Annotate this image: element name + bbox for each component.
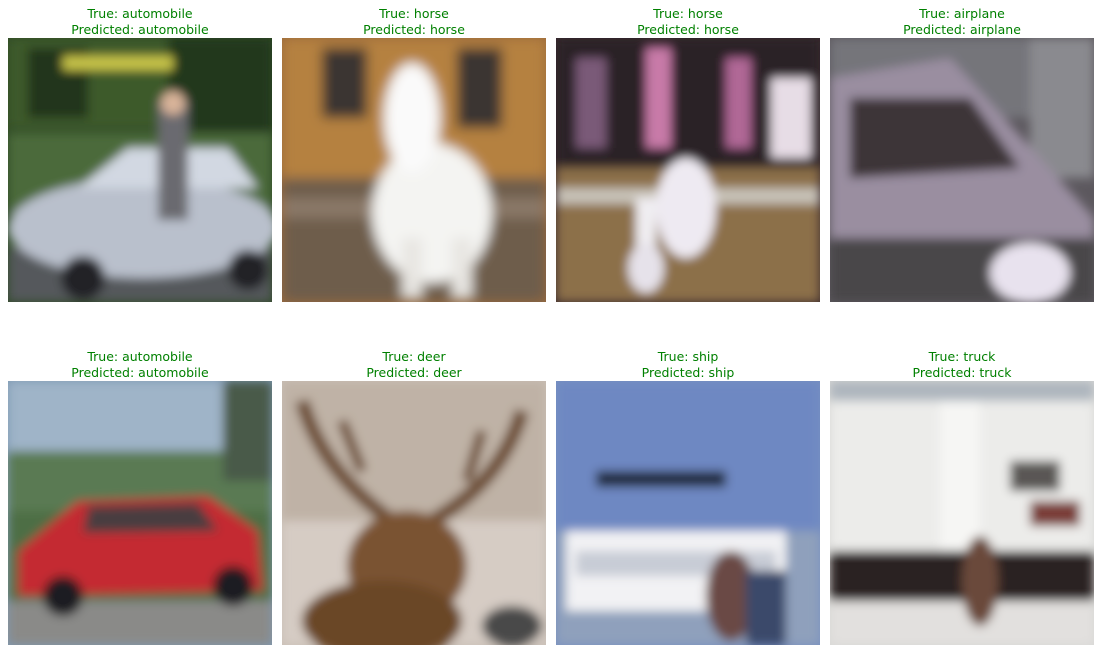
predicted-label: Predicted: horse: [637, 21, 739, 37]
predicted-label: Predicted: deer: [366, 364, 462, 380]
panel-caption: True: automobile Predicted: automobile: [8, 6, 272, 37]
panel-caption: True: horse Predicted: horse: [556, 6, 820, 37]
true-label: True: automobile: [87, 6, 193, 21]
true-label: True: truck: [928, 349, 996, 364]
predicted-label: Predicted: truck: [912, 364, 1012, 380]
true-label: True: horse: [379, 6, 449, 21]
image-aircraft: [830, 38, 1094, 302]
true-label: True: horse: [653, 6, 723, 21]
image-deer: [282, 381, 546, 645]
panel-caption: True: airplane Predicted: airplane: [830, 6, 1094, 37]
true-label: True: airplane: [919, 6, 1005, 21]
panel-caption: True: automobile Predicted: automobile: [8, 349, 272, 380]
image-red-sedan: [8, 381, 272, 645]
panel-caption: True: truck Predicted: truck: [830, 349, 1094, 380]
true-label: True: automobile: [87, 349, 193, 364]
panel-caption: True: deer Predicted: deer: [282, 349, 546, 380]
true-label: True: ship: [657, 349, 719, 364]
panel-caption: True: horse Predicted: horse: [282, 6, 546, 37]
image-silver-sedan: [8, 38, 272, 302]
predicted-label: Predicted: automobile: [71, 364, 209, 380]
image-white-horse: [282, 38, 546, 302]
image-box-truck: [830, 381, 1094, 645]
image-horse-show: [556, 38, 820, 302]
predicted-label: Predicted: automobile: [71, 21, 209, 37]
image-pontoon-boat: [556, 381, 820, 645]
predicted-label: Predicted: ship: [641, 364, 735, 380]
predicted-label: Predicted: airplane: [903, 21, 1021, 37]
panel-caption: True: ship Predicted: ship: [556, 349, 820, 380]
predicted-label: Predicted: horse: [363, 21, 465, 37]
true-label: True: deer: [382, 349, 446, 364]
